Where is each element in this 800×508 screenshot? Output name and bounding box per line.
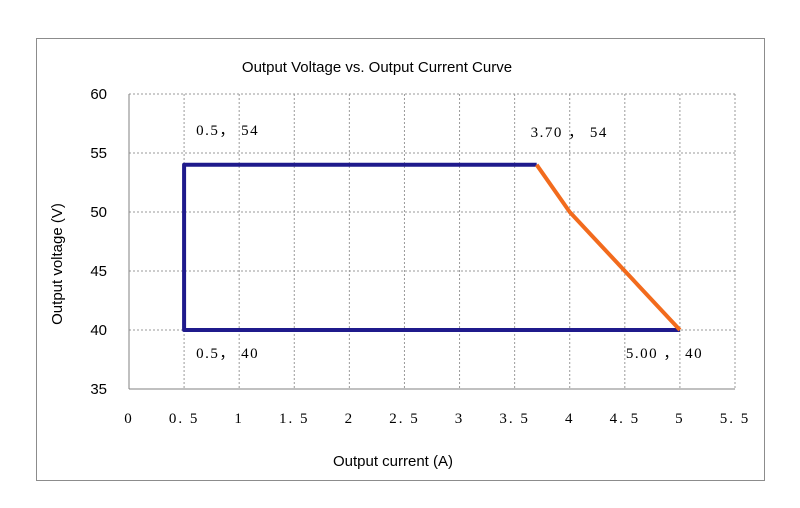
- x-tick-label: 2. 5: [389, 411, 420, 427]
- series: [182, 162, 682, 332]
- chart-frame: [36, 38, 765, 481]
- x-tick-label: 1. 5: [279, 411, 310, 427]
- y-tick-label: 50: [90, 204, 107, 221]
- y-tick-label: 40: [90, 322, 107, 339]
- point-annotation: 0.5， 54: [196, 123, 259, 139]
- x-tick-labels: 0 0. 5 1 1. 5 2 2. 5 3 3. 5 4 4. 5 5 5. 5: [124, 411, 751, 427]
- series-line-1: [535, 163, 682, 332]
- x-tick-label: 3: [455, 411, 465, 427]
- x-tick-label: 5: [675, 411, 685, 427]
- y-axis-title: Output voltage (V): [49, 203, 66, 325]
- point-annotations: 0.5， 54 3.70 ， 54 0.5， 40 5.00 ， 40: [196, 123, 703, 362]
- x-tick-label: 4. 5: [610, 411, 641, 427]
- y-tick-label: 55: [90, 145, 107, 162]
- grid-lines: [129, 93, 736, 389]
- point-annotation: 0.5， 40: [196, 346, 259, 362]
- chart-title: Output Voltage vs. Output Current Curve: [242, 59, 512, 76]
- point-annotation: 5.00 ， 40: [626, 346, 703, 362]
- y-tick-label: 60: [90, 86, 107, 103]
- x-tick-label: 3. 5: [499, 411, 530, 427]
- x-tick-label: 2: [345, 411, 355, 427]
- x-axis-title: Output current (A): [333, 453, 453, 470]
- axes: [128, 94, 735, 390]
- y-tick-label: 45: [90, 263, 107, 280]
- point-annotation: 3.70 ， 54: [531, 125, 608, 141]
- series-line-0: [182, 162, 680, 332]
- y-tick-label: 35: [90, 381, 107, 398]
- y-tick-labels: 60 55 50 45 40 35: [90, 86, 107, 398]
- x-tick-label: 1: [234, 411, 244, 427]
- x-tick-label: 5. 5: [720, 411, 751, 427]
- x-tick-label: 0: [124, 411, 134, 427]
- x-tick-label: 0. 5: [169, 411, 200, 427]
- x-tick-label: 4: [565, 411, 575, 427]
